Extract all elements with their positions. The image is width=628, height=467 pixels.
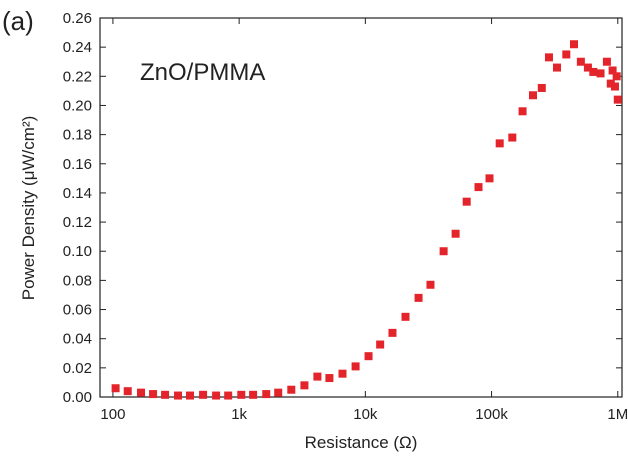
y-tick-label: 0.16 xyxy=(63,156,92,173)
point xyxy=(237,390,246,399)
y-tick-label: 0.04 xyxy=(63,331,92,348)
point xyxy=(338,369,347,378)
x-tick-label: 100k xyxy=(475,406,508,423)
point xyxy=(485,174,494,183)
point xyxy=(414,293,423,302)
point xyxy=(610,82,619,91)
point xyxy=(388,328,397,337)
y-tick-label: 0.18 xyxy=(63,127,92,144)
point xyxy=(474,183,483,192)
point xyxy=(111,384,120,393)
point xyxy=(300,381,309,390)
y-tick-label: 0.00 xyxy=(63,389,92,406)
annotation: ZnO/PMMA xyxy=(140,59,265,86)
x-tick-label: 1k xyxy=(231,406,247,423)
point xyxy=(401,312,410,321)
y-tick-label: 0.22 xyxy=(63,68,92,85)
point xyxy=(426,280,435,289)
point xyxy=(606,79,615,88)
point xyxy=(376,340,385,349)
point xyxy=(608,66,617,75)
point xyxy=(529,91,538,100)
point xyxy=(161,390,170,399)
point xyxy=(518,107,527,116)
point xyxy=(174,391,183,400)
point xyxy=(274,388,283,397)
point xyxy=(262,390,271,399)
point xyxy=(224,391,233,400)
plot-frame xyxy=(99,17,623,398)
point xyxy=(537,83,546,92)
y-tick-label: 0.20 xyxy=(63,97,92,114)
point xyxy=(583,63,592,72)
point xyxy=(149,390,158,399)
point xyxy=(462,197,471,206)
point xyxy=(351,362,360,371)
panel-label: (a) xyxy=(2,6,34,36)
x-tick-label: 1M xyxy=(607,406,628,423)
point xyxy=(576,57,585,66)
point xyxy=(212,391,221,400)
y-tick-label: 0.08 xyxy=(63,272,92,289)
point xyxy=(553,63,562,72)
point xyxy=(249,390,258,399)
y-tick-label: 0.24 xyxy=(63,39,92,56)
point xyxy=(137,388,146,397)
y-tick-label: 0.12 xyxy=(63,214,92,231)
point xyxy=(451,229,460,238)
point xyxy=(287,385,296,394)
y-tick-label: 0.26 xyxy=(63,10,92,27)
point xyxy=(596,69,605,78)
y-tick-label: 0.02 xyxy=(63,360,92,377)
point xyxy=(544,53,553,62)
point xyxy=(185,391,194,400)
point xyxy=(602,57,611,66)
point xyxy=(570,40,579,49)
point xyxy=(364,352,373,361)
point xyxy=(613,95,622,104)
x-tick-label: 100 xyxy=(100,406,125,423)
y-tick-label: 0.10 xyxy=(63,243,92,260)
point xyxy=(495,139,504,148)
y-axis-title: Power Density (μW/cm²) xyxy=(19,116,38,301)
x-tick-label: 10k xyxy=(353,406,378,423)
point xyxy=(313,372,322,381)
y-tick-label: 0.14 xyxy=(63,185,92,202)
point xyxy=(123,387,132,396)
point xyxy=(508,133,517,142)
point xyxy=(562,50,571,59)
y-tick-label: 0.06 xyxy=(63,302,92,319)
x-axis-title: Resistance (Ω) xyxy=(305,433,418,452)
point xyxy=(325,374,334,383)
point xyxy=(612,72,621,81)
point xyxy=(439,247,448,256)
point xyxy=(589,67,598,76)
point xyxy=(199,390,208,399)
